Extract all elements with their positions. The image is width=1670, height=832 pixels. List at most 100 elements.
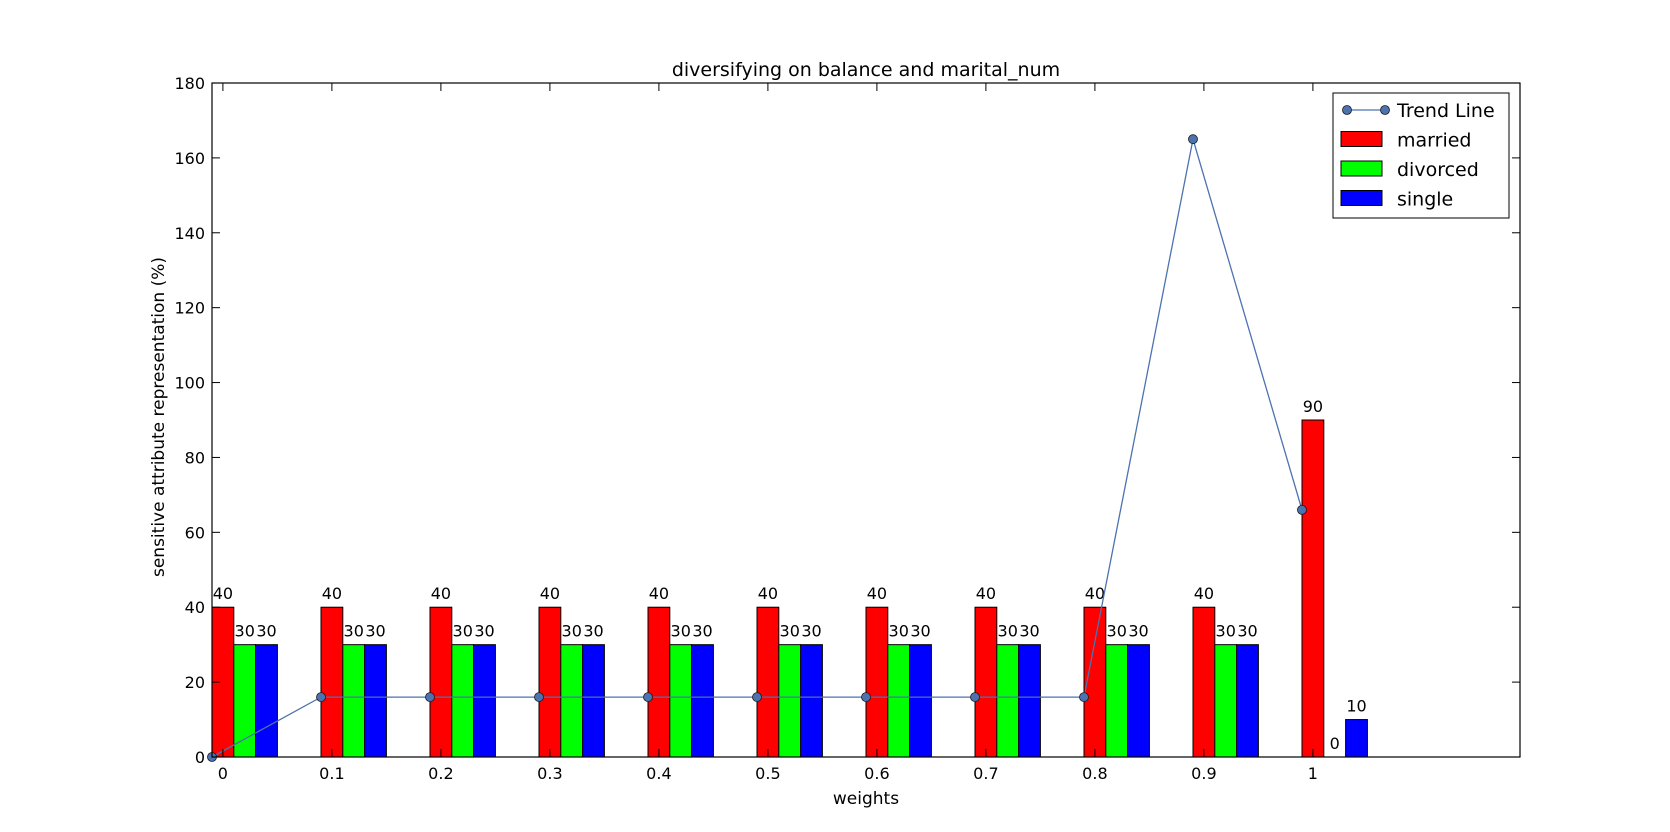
data-label-divorced: 30 [344,622,364,641]
bar-divorced[interactable] [1214,644,1238,758]
data-label-single: 30 [583,622,603,641]
data-label-divorced: 30 [453,622,473,641]
bar-married[interactable] [320,606,344,758]
trend-line-point[interactable] [316,692,326,702]
trend-line-point[interactable] [1297,504,1307,515]
bar-single[interactable] [1236,644,1259,758]
x-tick-label: 0 [218,764,228,783]
bar-single[interactable] [1018,644,1041,758]
legend-label-divorced: divorced [1397,159,1479,181]
bar-single[interactable] [1345,719,1368,758]
bar-single[interactable] [691,644,714,758]
legend-label-married: married [1397,130,1471,152]
data-label-single: 30 [801,622,821,641]
trend-line-point[interactable] [752,692,762,702]
data-label-single: 30 [365,622,385,641]
y-tick-label: 120 [174,299,205,318]
bar-divorced[interactable] [342,644,366,758]
x-tick-label: 0.1 [319,764,344,783]
data-label-single: 30 [1237,622,1257,641]
bar-divorced[interactable] [887,644,911,758]
y-tick-label: 80 [185,448,205,467]
bar-single[interactable] [255,644,278,758]
data-label-divorced: 0 [1330,734,1340,753]
y-tick-label: 40 [185,598,205,617]
bar-married[interactable] [429,606,453,758]
data-label-divorced: 30 [1216,622,1236,641]
data-label-married: 90 [1303,397,1323,416]
data-label-married: 40 [431,584,451,603]
data-label-married: 40 [867,584,887,603]
bar-single[interactable] [582,644,605,758]
data-label-married: 40 [1194,584,1214,603]
trend-line-point[interactable] [1188,134,1198,145]
bar-divorced[interactable] [778,644,802,758]
y-tick-label: 160 [174,149,205,168]
bar-married[interactable] [1192,606,1216,758]
data-label-divorced: 30 [780,622,800,641]
bar-single[interactable] [1127,644,1150,758]
data-label-married: 40 [322,584,342,603]
legend: Trend Line married divorced single [1332,92,1510,219]
data-label-divorced: 30 [671,622,691,641]
bar-divorced[interactable] [996,644,1020,758]
legend-swatch-married [1340,131,1383,147]
legend-swatch-divorced [1340,160,1383,177]
data-label-single: 30 [474,622,494,641]
x-tick-label: 0.9 [1191,764,1216,783]
x-tick-label: 0.4 [646,764,671,783]
x-tick-label: 0.2 [428,764,453,783]
bar-married[interactable] [865,606,889,758]
bar-married[interactable] [647,606,671,758]
bar-married[interactable] [1301,419,1325,758]
bar-single[interactable] [364,644,387,758]
trend-line-point[interactable] [1079,692,1089,702]
x-tick-label: 1 [1308,764,1318,783]
x-tick-label: 0.7 [973,764,998,783]
legend-label-trend-line: Trend Line [1396,100,1495,122]
bar-single[interactable] [800,644,823,758]
legend-label-single: single [1397,189,1453,211]
data-label-divorced: 30 [562,622,582,641]
y-tick-label: 140 [174,224,205,243]
y-tick-label: 20 [185,673,205,692]
bar-married[interactable] [538,606,562,758]
data-label-single: 30 [256,622,276,641]
data-label-married: 40 [976,584,996,603]
trend-line-point[interactable] [534,692,544,702]
bar-divorced[interactable] [669,644,693,758]
chart-title: diversifying on balance and marital_num [672,59,1060,81]
bar-divorced[interactable] [451,644,475,758]
y-tick-label: 100 [174,374,205,393]
bar-divorced[interactable] [233,644,257,758]
data-label-married: 40 [758,584,778,603]
x-tick-label: 0.8 [1082,764,1107,783]
data-label-married: 40 [649,584,669,603]
trend-line-point[interactable] [425,692,435,702]
bar-single[interactable] [473,644,496,758]
data-label-married: 40 [1085,584,1105,603]
bar-single[interactable] [909,644,932,758]
data-label-married: 40 [540,584,560,603]
legend-marker [1380,105,1390,115]
bar-divorced[interactable] [1105,644,1129,758]
data-label-single: 30 [1019,622,1039,641]
trend-line-point[interactable] [861,692,871,702]
data-label-single: 30 [692,622,712,641]
data-label-single: 10 [1346,697,1366,716]
y-axis-label: sensitive attribute representation (%) [149,257,169,577]
trend-line-point[interactable] [970,692,980,702]
data-label-divorced: 30 [235,622,255,641]
trend-line-point[interactable] [643,692,653,702]
x-axis-label: weights [833,789,899,809]
bar-married[interactable] [756,606,780,758]
data-label-single: 30 [1128,622,1148,641]
y-tick-label: 180 [174,74,205,93]
axes-frame [211,82,1521,758]
bar-married[interactable] [974,606,998,758]
data-label-single: 30 [910,622,930,641]
bar-divorced[interactable] [560,644,584,758]
legend-swatch-single [1340,190,1383,206]
data-label-divorced: 30 [998,622,1018,641]
